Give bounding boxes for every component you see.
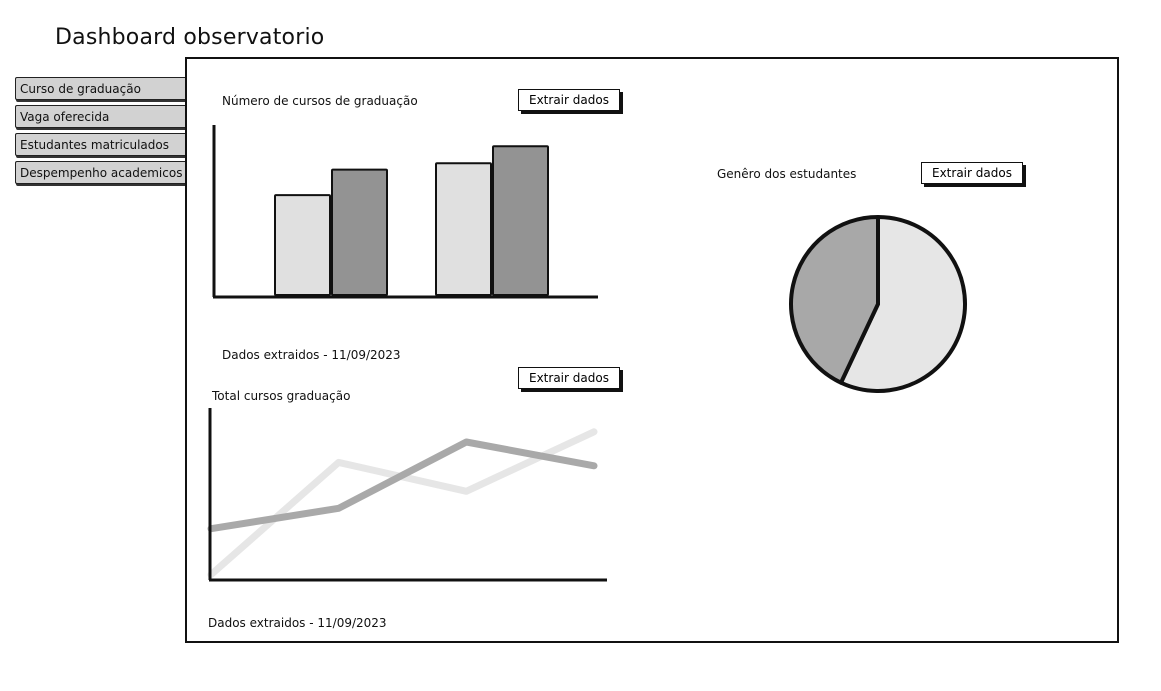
- bar-extract-button[interactable]: Extrair dados: [518, 89, 620, 111]
- sidebar: Curso de graduação Vaga oferecida Estuda…: [15, 77, 185, 189]
- pie-chart-title: Genêro dos estudantes: [717, 167, 857, 181]
- line-series-2: [207, 438, 598, 533]
- bar-s2-c1: [331, 168, 388, 296]
- bar-s2-c2: [492, 145, 549, 296]
- bar-s1-c1: [274, 194, 331, 296]
- pie-extract-button[interactable]: Extrair dados: [921, 162, 1023, 184]
- line-extract-button[interactable]: Extrair dados: [518, 367, 620, 389]
- line-chart: [207, 408, 607, 582]
- bar-chart-title: Número de cursos de graduação: [222, 94, 418, 108]
- line-chart-title: Total cursos graduação: [212, 389, 351, 403]
- pie-chart: [789, 215, 967, 393]
- bar-chart: [212, 125, 598, 299]
- bar-chart-footer: Dados extraidos - 11/09/2023: [222, 348, 401, 362]
- page-title: Dashboard observatorio: [55, 25, 325, 50]
- sidebar-item-desempenho-academicos[interactable]: Despempenho academicos: [15, 161, 185, 184]
- dashboard-panel: Número de cursos de graduação Extrair da…: [185, 57, 1119, 643]
- bar-s1-c2: [435, 162, 492, 296]
- sidebar-item-curso-de-graduacao[interactable]: Curso de graduação: [15, 77, 185, 100]
- pie-slice-1: [838, 215, 967, 393]
- sidebar-item-vaga-oferecida[interactable]: Vaga oferecida: [15, 105, 185, 128]
- pie-slice-2: [789, 215, 880, 385]
- line-chart-footer: Dados extraidos - 11/09/2023: [208, 616, 387, 630]
- sidebar-item-estudantes-matriculados[interactable]: Estudantes matriculados: [15, 133, 185, 156]
